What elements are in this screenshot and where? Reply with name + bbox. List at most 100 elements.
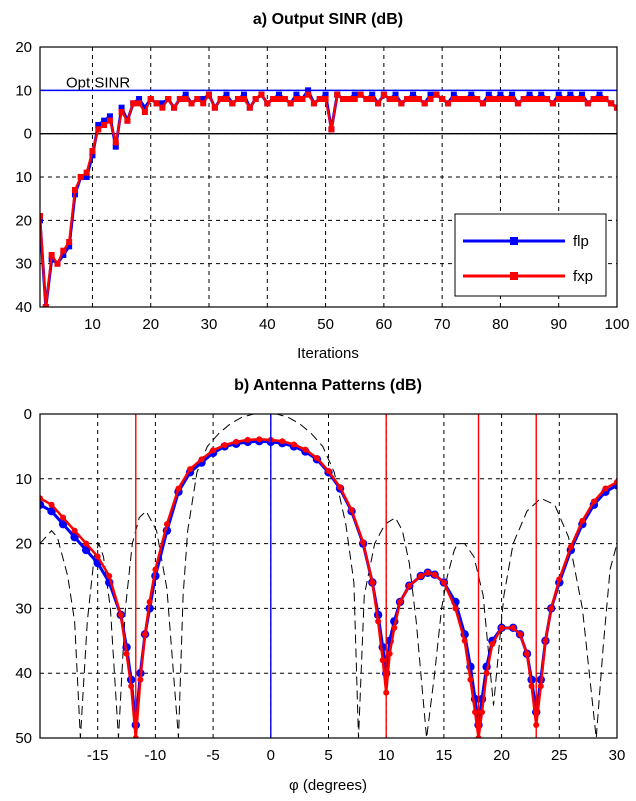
data-point-fxp xyxy=(275,96,282,102)
data-point-fxp xyxy=(590,498,597,505)
data-point-fxp xyxy=(602,96,609,102)
data-point-flp xyxy=(200,96,207,102)
data-point-fxp xyxy=(614,104,617,111)
y-tick-label: 40 xyxy=(15,299,32,316)
chart-a-x-ticks: 10 20 30 40 50 60 70 80 90 100 xyxy=(84,316,629,333)
data-point-fxp xyxy=(363,96,370,102)
chart-b-title: b) Antenna Patterns (dB) xyxy=(234,377,422,394)
data-point-fxp xyxy=(305,91,312,98)
data-point-fxp xyxy=(467,676,474,683)
y-tick-label: 0 xyxy=(24,406,32,423)
data-point-flp xyxy=(497,91,504,98)
data-point-flp xyxy=(95,122,102,128)
data-point-flp xyxy=(182,91,189,98)
data-point-fxp xyxy=(386,650,393,657)
data-point-fxp xyxy=(83,540,90,547)
data-point-fxp xyxy=(375,100,382,107)
data-point-fxp xyxy=(117,611,124,618)
data-point-fxp xyxy=(450,96,457,102)
data-point-fxp xyxy=(221,442,228,449)
data-point-fxp xyxy=(608,100,615,107)
opt-sinr-label: Opt SINR xyxy=(66,74,130,91)
data-point-flp xyxy=(468,91,475,98)
y-tick-label: 30 xyxy=(15,256,32,273)
data-point-fxp xyxy=(106,117,113,124)
x-tick-label: 60 xyxy=(376,316,393,333)
data-point-fxp xyxy=(514,100,521,107)
data-point-fxp xyxy=(556,576,563,583)
legend-fxp-marker xyxy=(510,272,518,280)
data-point-fxp xyxy=(614,479,617,486)
data-point-fxp xyxy=(461,637,468,644)
y-tick-label: 20 xyxy=(15,212,32,229)
data-point-flp xyxy=(322,91,329,98)
y-tick-label: 20 xyxy=(15,536,32,553)
data-point-fxp xyxy=(348,506,355,513)
data-point-fxp xyxy=(279,438,286,445)
chart-a-frame xyxy=(39,46,618,308)
data-point-flp xyxy=(485,91,492,98)
data-point-flp xyxy=(555,91,562,98)
chart-b-series xyxy=(40,436,617,738)
data-point-fxp xyxy=(147,96,154,102)
data-point-flp xyxy=(351,91,358,98)
data-point-fxp xyxy=(351,96,358,102)
data-point-flp xyxy=(240,91,247,98)
data-point-fxp xyxy=(106,573,113,579)
x-tick-label: 0 xyxy=(267,747,275,764)
data-point-fxp xyxy=(410,96,417,102)
data-point-fxp xyxy=(474,96,481,102)
data-point-fxp xyxy=(137,676,144,683)
data-point-flp xyxy=(567,91,574,98)
data-point-fxp xyxy=(549,100,556,107)
data-point-flp xyxy=(47,507,56,516)
data-point-fxp xyxy=(60,514,67,521)
data-point-fxp xyxy=(316,96,323,102)
data-point-fxp xyxy=(424,569,431,576)
data-point-fxp xyxy=(328,126,335,133)
chart-b-frame xyxy=(39,413,618,739)
data-point-fxp xyxy=(483,670,490,677)
data-point-fxp xyxy=(128,683,135,690)
data-point-flp xyxy=(538,91,545,98)
legend-flp-label: flp xyxy=(573,233,589,250)
data-point-fxp xyxy=(357,91,364,98)
legend-flp-marker xyxy=(510,237,518,245)
quiescent-pattern-line xyxy=(40,414,617,738)
data-point-fxp xyxy=(233,438,240,445)
data-point-fxp xyxy=(325,468,332,475)
data-point-fxp xyxy=(602,485,609,492)
data-point-fxp xyxy=(404,96,411,102)
chart-b-antenna-patterns: b) Antenna Patterns (dB) -15 -10 -5 0 5 10 15 2… xyxy=(15,377,625,794)
chart-a-output-sinr: a) Output SINR (dB) Opt SINR 10 20 30 40 50 6… xyxy=(15,11,629,362)
data-point-fxp xyxy=(532,96,539,102)
data-point-fxp xyxy=(118,109,125,115)
data-point-fxp xyxy=(223,96,230,102)
data-point-flp xyxy=(136,96,143,102)
data-point-fxp xyxy=(71,187,78,193)
data-point-fxp xyxy=(42,304,49,307)
data-point-fxp xyxy=(290,441,297,448)
data-point-fxp xyxy=(584,100,591,107)
x-tick-label: 80 xyxy=(492,316,509,333)
data-point-fxp xyxy=(206,91,213,98)
y-tick-label: 10 xyxy=(15,471,32,488)
data-point-fxp xyxy=(48,252,55,258)
data-point-fxp xyxy=(596,96,603,102)
data-point-fxp xyxy=(200,100,207,107)
data-point-flp xyxy=(141,104,148,111)
x-tick-label: 30 xyxy=(609,747,626,764)
chart-a-y-ticks: 20 10 0 10 20 30 40 xyxy=(15,39,32,316)
data-point-fxp xyxy=(293,96,300,102)
data-point-flp xyxy=(450,91,457,98)
data-point-fxp xyxy=(188,100,195,107)
data-point-fxp xyxy=(503,96,510,102)
data-point-fxp xyxy=(386,96,393,102)
x-tick-label: -15 xyxy=(87,747,109,764)
data-point-flp xyxy=(58,519,68,529)
x-tick-label: 40 xyxy=(259,316,276,333)
data-point-fxp xyxy=(391,624,398,631)
data-point-fxp xyxy=(491,96,498,102)
data-point-fxp xyxy=(302,446,309,453)
data-point-fxp xyxy=(210,447,217,454)
